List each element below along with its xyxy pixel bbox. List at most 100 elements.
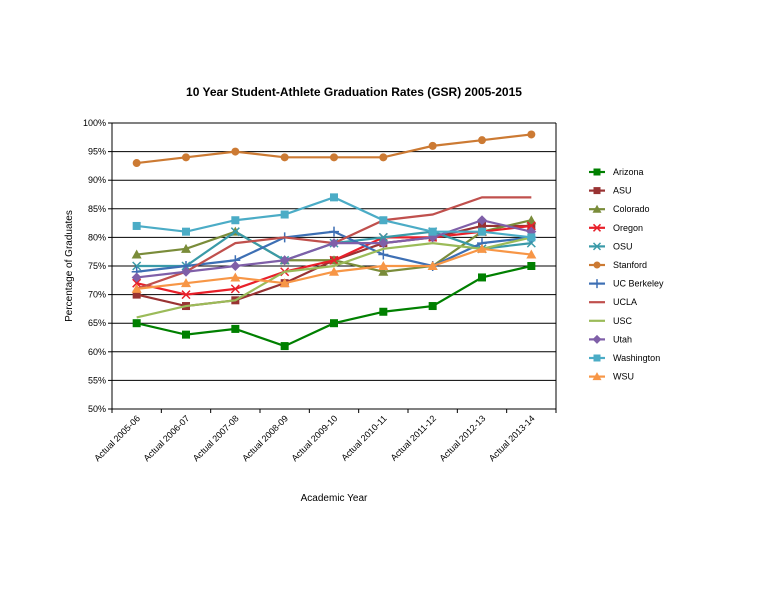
point-marker xyxy=(526,215,537,225)
point-marker xyxy=(593,168,601,176)
x-axis-label: Academic Year xyxy=(301,493,368,504)
point-marker xyxy=(131,249,142,259)
point-marker xyxy=(230,284,240,294)
legend-label: Washington xyxy=(613,353,660,363)
y-tick-label: 95% xyxy=(88,147,106,157)
point-marker xyxy=(478,227,486,236)
legend-item: Oregon xyxy=(589,223,643,233)
point-marker xyxy=(280,342,289,351)
point-marker xyxy=(592,204,602,213)
y-tick-label: 80% xyxy=(88,232,106,242)
point-marker xyxy=(378,261,389,270)
point-marker xyxy=(527,233,536,242)
y-tick-label: 60% xyxy=(88,347,106,357)
point-marker xyxy=(230,227,240,237)
y-tick-label: 75% xyxy=(88,261,106,271)
y-tick-label: 90% xyxy=(88,175,106,185)
point-marker xyxy=(132,319,141,328)
point-marker xyxy=(379,153,388,162)
legend-item: ASU xyxy=(589,186,632,196)
legend-item: Washington xyxy=(589,353,660,363)
legend: Arizona ASU Colorado Oregon OSU Stanford UC Be… xyxy=(589,167,664,382)
legend-label: WSU xyxy=(613,372,634,382)
x-tick-label: Actual 2007-08 xyxy=(191,413,241,463)
point-marker xyxy=(231,147,240,156)
y-tick-label: 100% xyxy=(83,118,106,128)
legend-label: UC Berkeley xyxy=(613,279,664,289)
point-marker xyxy=(181,266,191,277)
point-marker xyxy=(593,187,601,195)
point-marker xyxy=(526,221,536,231)
plot-area: 50% 55% 60% 65% 70% 75% 80% 85% 90% 95% 100% Actual… xyxy=(83,118,557,463)
x-tick-label: Actual 2009-10 xyxy=(290,413,340,463)
point-marker xyxy=(230,272,241,282)
legend-item: UC Berkeley xyxy=(589,279,664,289)
x-tick-label: Actual 2008-09 xyxy=(240,413,290,463)
point-marker xyxy=(330,319,338,328)
point-marker xyxy=(330,193,338,202)
point-marker xyxy=(329,266,339,276)
point-marker xyxy=(181,243,191,253)
point-marker xyxy=(478,221,486,230)
point-marker xyxy=(181,290,191,300)
x-tick-label: Actual 2006-07 xyxy=(142,413,192,463)
point-marker xyxy=(279,278,290,288)
y-tick-label: 70% xyxy=(88,290,106,300)
y-tick-label: 65% xyxy=(88,318,106,328)
series-washington xyxy=(132,193,536,242)
point-marker xyxy=(182,227,190,236)
point-marker xyxy=(428,302,437,311)
legend-item: Utah xyxy=(589,334,632,344)
series-wsu xyxy=(131,243,537,293)
point-marker xyxy=(477,243,487,253)
legend-item: Arizona xyxy=(589,167,644,177)
y-tick-label: 50% xyxy=(88,404,106,414)
point-marker xyxy=(592,279,602,289)
legend-label: OSU xyxy=(613,241,633,251)
point-marker xyxy=(132,159,141,168)
point-marker xyxy=(132,261,142,271)
x-tick-label: Actual 2013-14 xyxy=(487,413,537,463)
chart-title: 10 Year Student-Athlete Graduation Rates… xyxy=(186,85,522,99)
point-marker xyxy=(378,249,389,260)
series-line xyxy=(136,236,532,319)
legend-item: UCLA xyxy=(589,297,637,307)
legend-item: WSU xyxy=(589,372,634,382)
series-stanford xyxy=(132,130,536,168)
point-marker xyxy=(427,261,438,270)
legend-item: Colorado xyxy=(589,204,650,214)
legend-item: Stanford xyxy=(589,260,647,270)
legend-label: Colorado xyxy=(613,204,650,214)
point-marker xyxy=(477,215,487,226)
legend-label: USC xyxy=(613,316,633,326)
point-marker xyxy=(279,255,290,266)
point-marker xyxy=(329,255,339,265)
legend-item: OSU xyxy=(589,241,633,251)
point-marker xyxy=(231,324,240,333)
point-marker xyxy=(329,238,339,249)
x-tick-label: Actual 2010-11 xyxy=(339,413,388,462)
point-marker xyxy=(182,330,190,339)
legend-label: Arizona xyxy=(613,167,644,177)
y-tick-label: 85% xyxy=(88,204,106,214)
series-arizona xyxy=(132,262,536,351)
point-marker xyxy=(593,261,601,269)
point-marker xyxy=(428,141,437,150)
point-marker xyxy=(527,262,536,270)
point-marker xyxy=(280,153,289,162)
x-tick-label: Actual 2012-13 xyxy=(438,413,488,463)
point-marker xyxy=(527,130,536,139)
point-marker xyxy=(330,153,338,162)
point-marker xyxy=(592,372,602,381)
legend-label: Oregon xyxy=(613,223,643,233)
point-marker xyxy=(132,290,141,299)
point-marker xyxy=(132,221,141,230)
legend-label: Utah xyxy=(613,334,632,344)
point-marker xyxy=(231,216,240,225)
point-marker xyxy=(378,266,389,276)
point-marker xyxy=(132,278,142,288)
point-marker xyxy=(329,226,339,237)
point-marker xyxy=(478,273,486,282)
point-marker xyxy=(379,216,388,225)
point-marker xyxy=(593,354,601,362)
